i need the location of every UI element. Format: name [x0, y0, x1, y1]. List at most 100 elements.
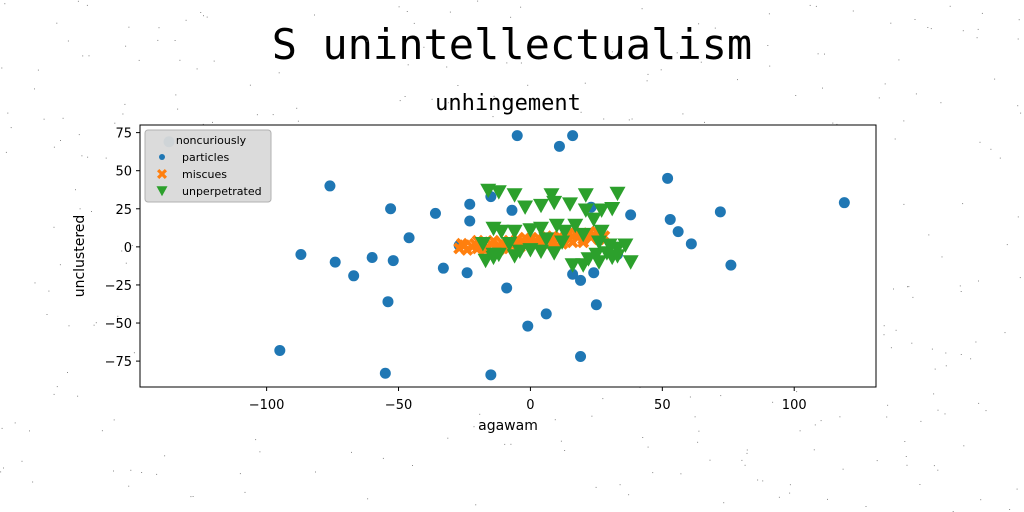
noise-speck: [1017, 38, 1019, 40]
noise-speck: [53, 146, 55, 148]
noise-speck: [994, 78, 996, 80]
noise-speck: [907, 286, 908, 288]
noise-speck: [697, 441, 699, 443]
y-tick-label: 50: [115, 165, 132, 180]
noise-speck: [930, 28, 932, 30]
noise-speck: [37, 69, 39, 71]
particles-point: [379, 367, 391, 379]
legend-marker-miscues: [157, 169, 167, 179]
noise-speck: [179, 59, 181, 61]
noise-speck: [960, 291, 962, 292]
y-tick-label: −75: [105, 355, 132, 370]
noise-speck: [642, 437, 644, 438]
noise-speck: [698, 23, 700, 25]
noise-speck: [297, 120, 299, 122]
noise-speck: [81, 155, 83, 157]
series-unperpetrated: [474, 183, 639, 273]
unperpetrated-point: [506, 249, 523, 264]
noise-speck: [949, 5, 951, 7]
noise-speck: [407, 64, 409, 66]
noise-speck: [114, 122, 116, 124]
noise-speck: [479, 413, 481, 415]
particles-point: [685, 238, 697, 250]
noise-speck: [1, 67, 3, 69]
noise-speck: [431, 98, 433, 100]
noise-speck: [91, 211, 92, 212]
unperpetrated-point: [543, 188, 560, 203]
particles-point: [588, 267, 600, 279]
noise-speck: [890, 22, 892, 24]
unperpetrated-point: [533, 244, 549, 259]
noise-speck: [399, 100, 401, 102]
noise-speck: [619, 484, 621, 486]
noise-speck: [647, 73, 649, 75]
noise-speck: [820, 420, 822, 422]
noise-speck: [244, 491, 246, 493]
noise-speck: [940, 102, 942, 104]
noise-speck: [492, 116, 494, 118]
noise-speck: [762, 480, 764, 482]
particles-point: [662, 172, 674, 184]
noise-speck: [477, 0, 479, 2]
particles-point: [506, 204, 518, 216]
noise-speck: [564, 450, 566, 451]
noise-speck: [315, 471, 316, 473]
noise-speck: [723, 502, 725, 504]
noise-speck: [886, 416, 888, 418]
noise-speck: [56, 386, 58, 388]
noise-speck: [883, 334, 885, 336]
noise-speck: [813, 449, 815, 451]
noise-speck: [398, 6, 400, 8]
noise-speck: [937, 409, 939, 411]
miscues-point: [455, 237, 468, 250]
noise-speck: [977, 28, 979, 30]
noise-speck: [814, 424, 816, 426]
noise-speck: [560, 440, 562, 442]
noise-speck: [959, 285, 961, 287]
noise-speck: [941, 256, 943, 258]
noise-speck: [113, 419, 115, 421]
y-tick-label: −25: [105, 279, 132, 294]
particles-point: [348, 270, 360, 282]
x-tick-label: 100: [782, 398, 807, 413]
y-axis-label: unclustered: [72, 215, 88, 298]
noise-speck: [1019, 277, 1021, 279]
noise-speck: [510, 16, 512, 18]
noise-speck: [174, 40, 176, 41]
noise-speck: [975, 341, 977, 343]
noise-speck: [746, 452, 748, 454]
noise-speck: [641, 8, 643, 10]
noise-speck: [10, 127, 12, 129]
noise-speck: [887, 404, 889, 406]
particles-point: [501, 282, 513, 294]
noise-speck: [554, 419, 556, 421]
noise-speck: [647, 446, 649, 448]
unperpetrated-point: [588, 247, 605, 263]
noise-speck: [1016, 488, 1018, 490]
noise-speck: [67, 372, 68, 373]
noise-speck: [919, 484, 921, 485]
noise-speck: [473, 426, 475, 428]
noise-speck: [976, 37, 978, 39]
unperpetrated-point: [593, 203, 610, 218]
noise-speck: [839, 416, 841, 418]
unperpetrated-point: [593, 224, 610, 240]
miscues-point: [566, 236, 579, 249]
noise-speck: [700, 61, 702, 63]
noise-speck: [631, 118, 633, 120]
particles-point: [387, 255, 399, 267]
unperpetrated-point: [533, 198, 549, 214]
particles-point: [437, 262, 449, 274]
particles-point: [664, 213, 676, 225]
noise-speck: [591, 415, 593, 417]
noise-speck: [999, 157, 1001, 159]
noise-speck: [0, 471, 2, 473]
noise-speck: [62, 117, 64, 119]
noise-speck: [59, 264, 61, 266]
unperpetrated-point: [493, 224, 510, 240]
unperpetrated-point: [575, 227, 592, 243]
noise-speck: [256, 114, 258, 116]
noise-speck: [117, 315, 119, 317]
noise-speck: [95, 322, 97, 324]
noise-speck: [93, 324, 95, 326]
